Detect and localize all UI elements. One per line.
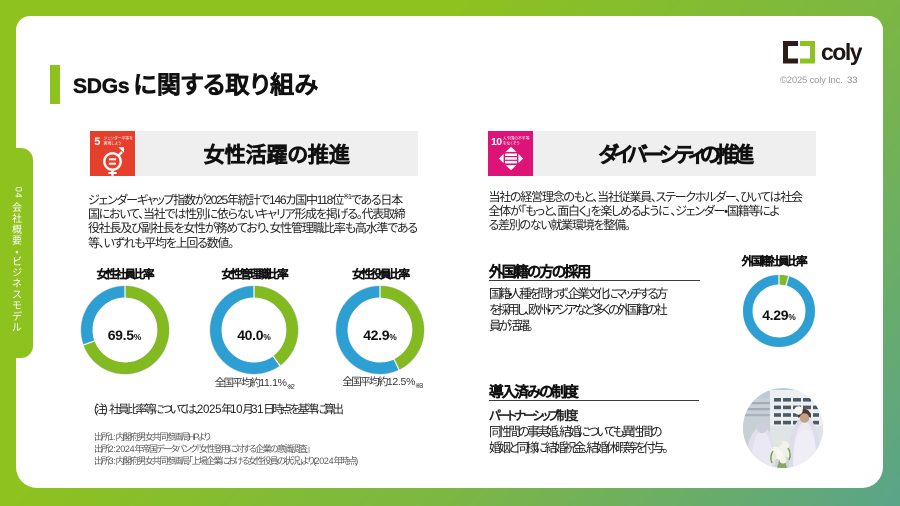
svg-text:coly: coly xyxy=(821,41,862,65)
svg-text:をなくそう: をなくそう xyxy=(502,141,519,146)
svg-text:5: 5 xyxy=(94,136,100,148)
svg-text:10: 10 xyxy=(491,136,502,148)
svg-text:人や国の不平等: 人や国の不平等 xyxy=(502,136,529,141)
svg-text:実現しよう: 実現しよう xyxy=(104,141,122,146)
svg-text:ジェンダー平等を: ジェンダー平等を xyxy=(104,136,134,141)
